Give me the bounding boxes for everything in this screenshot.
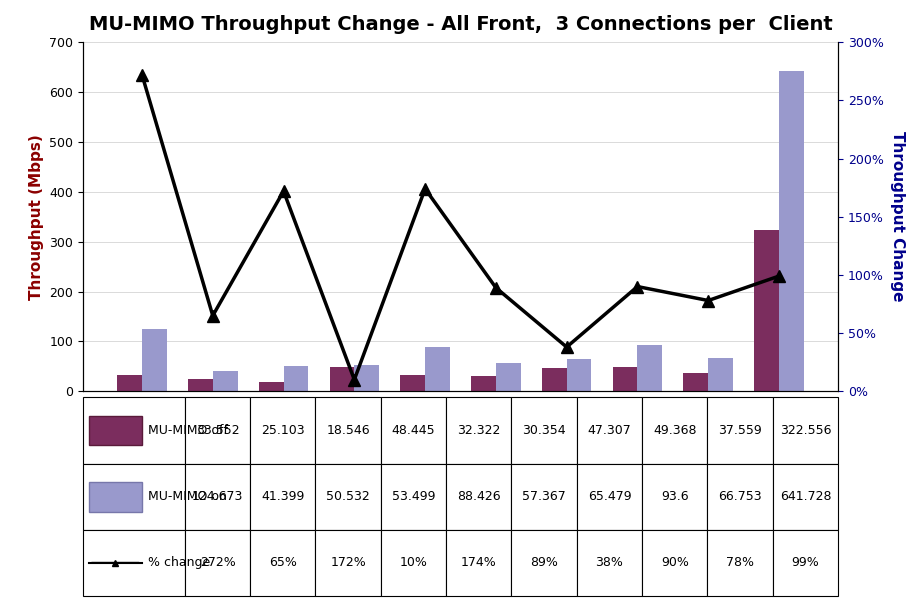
Bar xyxy=(577,464,642,530)
Bar xyxy=(117,374,142,391)
Bar xyxy=(566,359,591,391)
Bar xyxy=(511,530,577,596)
Y-axis label: Throughput (Mbps): Throughput (Mbps) xyxy=(29,134,43,300)
Text: 47.307: 47.307 xyxy=(588,424,631,437)
Bar xyxy=(83,464,185,530)
Bar xyxy=(89,415,142,445)
Y-axis label: Throughput Change: Throughput Change xyxy=(890,131,904,302)
Text: 49.368: 49.368 xyxy=(653,424,696,437)
Text: 48.445: 48.445 xyxy=(391,424,436,437)
Bar xyxy=(542,368,566,391)
Bar xyxy=(185,464,251,530)
Bar xyxy=(708,358,733,391)
Bar xyxy=(251,397,316,464)
Text: 124.673: 124.673 xyxy=(192,490,243,503)
Bar xyxy=(89,482,142,512)
Text: 172%: 172% xyxy=(331,556,366,569)
Text: 93.6: 93.6 xyxy=(661,490,689,503)
Bar xyxy=(185,397,251,464)
Bar xyxy=(773,464,838,530)
Text: 66.753: 66.753 xyxy=(718,490,762,503)
Bar xyxy=(355,365,379,391)
Bar xyxy=(637,344,662,391)
Bar xyxy=(213,371,238,391)
Text: 41.399: 41.399 xyxy=(262,490,305,503)
Text: 90%: 90% xyxy=(661,556,689,569)
Text: 88.426: 88.426 xyxy=(457,490,501,503)
Bar xyxy=(284,366,309,391)
Bar xyxy=(707,397,773,464)
Bar xyxy=(316,464,380,530)
Bar xyxy=(773,397,838,464)
Bar xyxy=(511,397,577,464)
Bar xyxy=(142,329,167,391)
Bar xyxy=(380,464,446,530)
Text: % change: % change xyxy=(148,556,210,569)
Bar xyxy=(612,367,637,391)
Bar xyxy=(251,530,316,596)
Text: 65%: 65% xyxy=(269,556,297,569)
Bar xyxy=(446,530,511,596)
Bar xyxy=(316,397,380,464)
Bar xyxy=(779,71,804,391)
Bar xyxy=(472,376,495,391)
Text: MU-MIMO Throughput Change - All Front,  3 Connections per  Client: MU-MIMO Throughput Change - All Front, 3… xyxy=(88,15,833,34)
Text: 65.479: 65.479 xyxy=(588,490,631,503)
Bar xyxy=(330,367,355,391)
Bar xyxy=(259,382,284,391)
Bar xyxy=(83,530,185,596)
Bar xyxy=(754,231,779,391)
Bar xyxy=(83,397,185,464)
Bar xyxy=(577,397,642,464)
Bar xyxy=(185,530,251,596)
Bar xyxy=(446,464,511,530)
Text: 174%: 174% xyxy=(460,556,496,569)
Bar xyxy=(511,464,577,530)
Text: 10%: 10% xyxy=(400,556,427,569)
Bar xyxy=(707,530,773,596)
Bar xyxy=(642,397,707,464)
Text: 18.546: 18.546 xyxy=(326,424,370,437)
Text: 25.103: 25.103 xyxy=(261,424,305,437)
Text: MU-MIMO off: MU-MIMO off xyxy=(148,424,227,437)
Text: 272%: 272% xyxy=(200,556,236,569)
Text: 322.556: 322.556 xyxy=(780,424,831,437)
Text: 78%: 78% xyxy=(726,556,754,569)
Text: 53.499: 53.499 xyxy=(391,490,436,503)
Bar xyxy=(577,530,642,596)
Bar xyxy=(251,464,316,530)
Bar xyxy=(446,397,511,464)
Text: 99%: 99% xyxy=(791,556,820,569)
Bar xyxy=(316,530,380,596)
Bar xyxy=(773,530,838,596)
Text: 38%: 38% xyxy=(596,556,624,569)
Bar xyxy=(642,530,707,596)
Bar xyxy=(401,375,426,391)
Bar xyxy=(683,373,708,391)
Bar xyxy=(642,464,707,530)
Bar xyxy=(426,347,449,391)
Text: 50.532: 50.532 xyxy=(326,490,370,503)
Bar xyxy=(380,397,446,464)
Text: 57.367: 57.367 xyxy=(522,490,566,503)
Text: 641.728: 641.728 xyxy=(780,490,831,503)
Bar xyxy=(495,362,520,391)
Text: 89%: 89% xyxy=(530,556,558,569)
Text: 30.354: 30.354 xyxy=(522,424,565,437)
Bar xyxy=(380,530,446,596)
Text: 32.322: 32.322 xyxy=(457,424,500,437)
Text: 33.552: 33.552 xyxy=(195,424,239,437)
Bar xyxy=(707,464,773,530)
Text: 37.559: 37.559 xyxy=(718,424,762,437)
Text: MU-MIMO on: MU-MIMO on xyxy=(148,490,227,503)
Bar xyxy=(188,379,213,391)
